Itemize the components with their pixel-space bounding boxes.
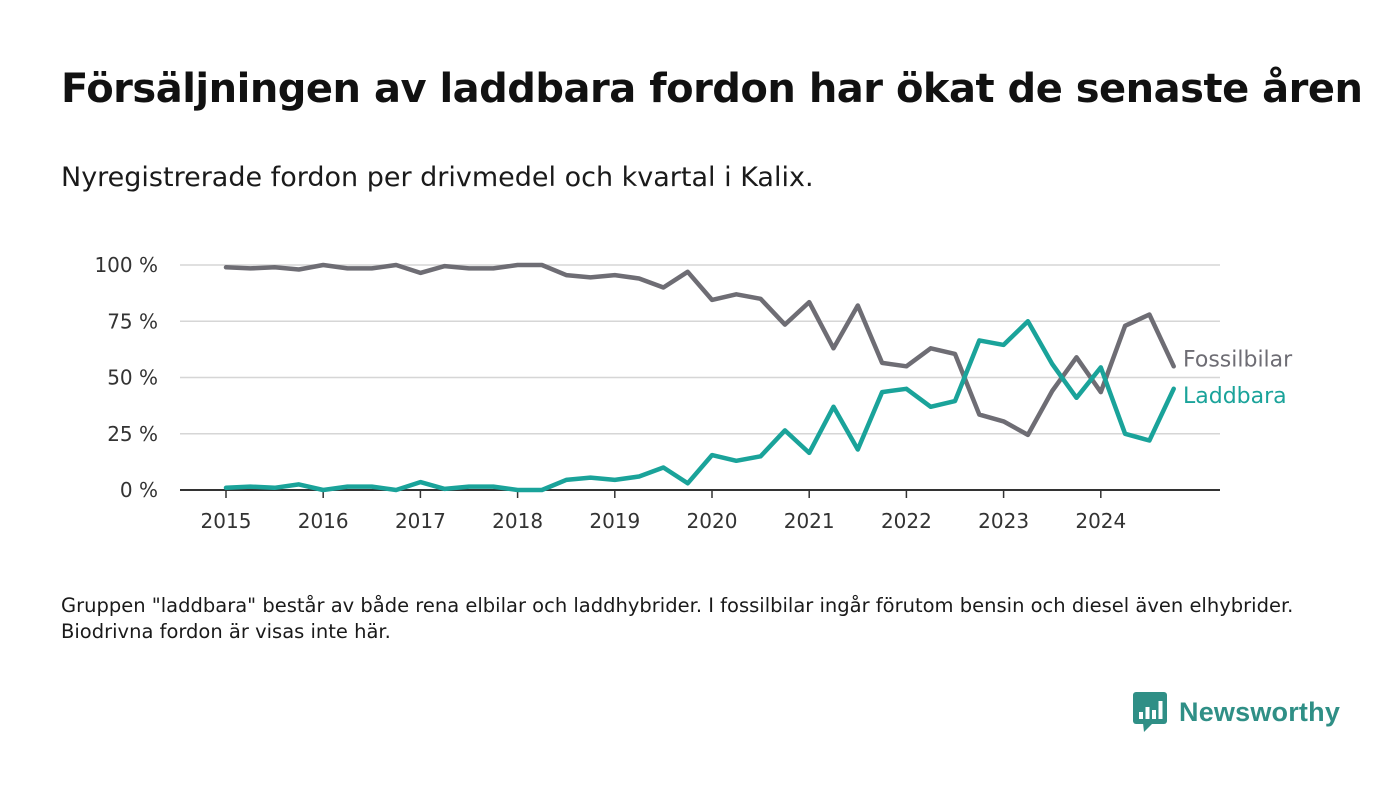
x-tick-label: 2019 [589, 509, 640, 533]
newsworthy-logo[interactable]: Newsworthy [1133, 692, 1340, 732]
y-tick-label: 0 % [120, 478, 158, 502]
y-tick-label: 75 % [107, 309, 158, 333]
series-label-laddbara: Laddbara [1183, 384, 1287, 409]
footnote: Gruppen "laddbara" består av både rena e… [61, 594, 1294, 643]
y-tick-label: 100 % [94, 253, 158, 277]
x-tick-label: 2020 [687, 509, 738, 533]
x-tick-label: 2021 [784, 509, 835, 533]
chart-title: Försäljningen av laddbara fordon har öka… [61, 66, 1363, 112]
newsworthy-logo-icon [1133, 692, 1167, 732]
x-tick-label: 2017 [395, 509, 446, 533]
x-tick-label: 2015 [201, 509, 252, 533]
x-tick-label: 2016 [298, 509, 349, 533]
series-line-fossilbilar [223, 262, 1176, 438]
y-tick-label: 25 % [107, 422, 158, 446]
y-tick-label: 50 % [107, 366, 158, 390]
x-axis-ticks: 2015 2016 2017 2018 2019 2020 2021 2022 2023 2024 [201, 490, 1126, 533]
grid-lines [180, 264, 1220, 491]
series-line-laddbara [223, 319, 1176, 493]
chart-subtitle: Nyregistrerade fordon per drivmedel och … [61, 162, 814, 193]
series-lines [223, 262, 1176, 493]
y-axis-ticks: 0 % 25 % 50 % 75 % 100 % [94, 253, 158, 502]
series-label-fossilbilar: Fossilbilar [1183, 347, 1293, 372]
x-tick-label: 2024 [1075, 509, 1126, 533]
newsworthy-logo-text: Newsworthy [1179, 696, 1341, 727]
series-labels: Fossilbilar Laddbara [1183, 347, 1293, 409]
x-tick-label: 2018 [492, 509, 543, 533]
x-tick-label: 2023 [978, 509, 1029, 533]
x-tick-label: 2022 [881, 509, 932, 533]
